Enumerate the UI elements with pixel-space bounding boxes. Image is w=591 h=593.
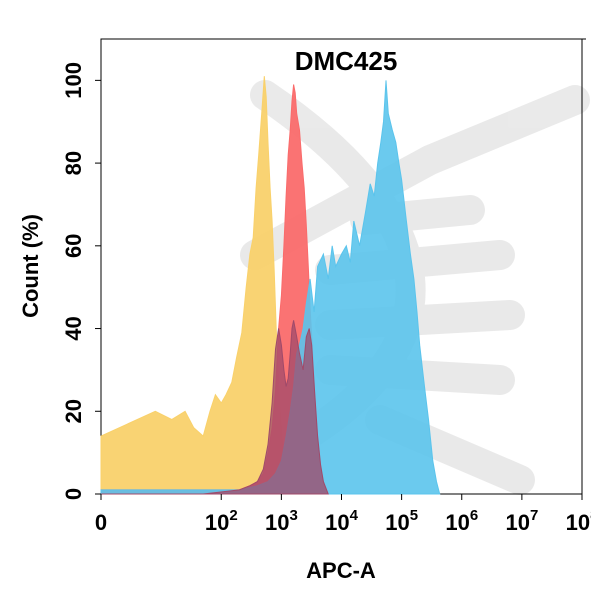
x-tick-label: 108: [566, 507, 591, 535]
y-tick-label: 80: [61, 151, 86, 175]
y-tick-label: 20: [61, 399, 86, 423]
y-axis-title: Count (%): [18, 214, 43, 318]
x-tick-label: 104: [325, 507, 358, 535]
axes: 0 20 40 60 80 100 0 102 103 104 105 106 107 108: [61, 38, 591, 535]
x-tick-label: 0: [95, 510, 107, 535]
histogram-series-4: [101, 320, 329, 495]
chart-title: DMC425: [295, 46, 398, 76]
y-tick-label: 100: [61, 62, 86, 99]
histogram-layers: [100, 76, 441, 495]
x-tick-label: 102: [205, 507, 238, 535]
x-axis-title: APC-A: [306, 558, 376, 583]
x-tick-label: 106: [445, 507, 478, 535]
x-tick-label: 103: [265, 507, 298, 535]
y-tick-label: 40: [61, 316, 86, 340]
histogram-series-1: [100, 76, 297, 495]
y-tick-label: 0: [61, 488, 86, 500]
x-tick-label: 107: [505, 507, 538, 535]
x-tick-label: 105: [385, 507, 418, 535]
y-tick-label: 60: [61, 234, 86, 258]
